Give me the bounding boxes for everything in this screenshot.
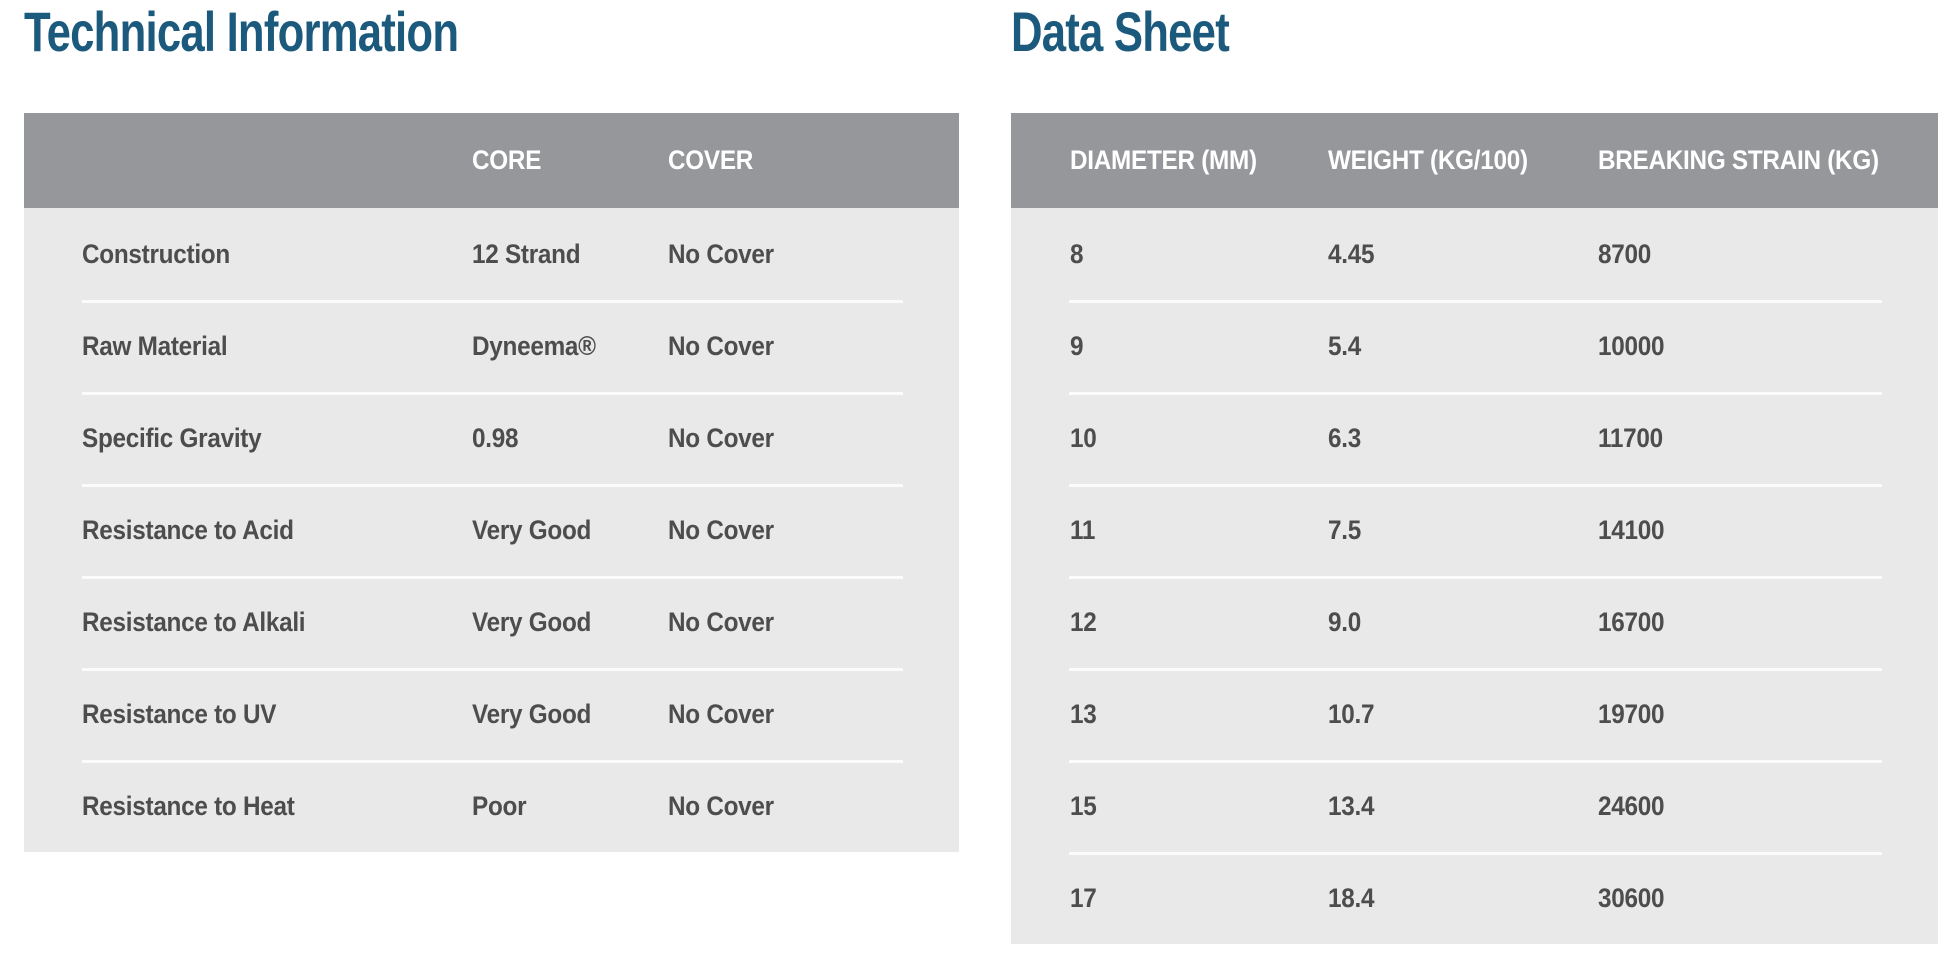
data-sheet-table: DIAMETER (MM) WEIGHT (KG/100) BREAKING S… (1011, 113, 1938, 944)
header-cell-weight: WEIGHT (KG/100) (1328, 145, 1528, 175)
property-label-cell: Resistance to Acid (82, 514, 294, 545)
property-label-cell: Resistance to Alkali (82, 606, 306, 637)
cover-value-cell: No Cover (668, 422, 774, 453)
technical-information-title: Technical Information (24, 0, 459, 63)
breaking-strain-cell: 11700 (1598, 422, 1663, 453)
cover-value-cell: No Cover (668, 238, 774, 269)
diameter-cell: 15 (1070, 790, 1097, 821)
header-cell-cover: COVER (668, 145, 754, 175)
table-row: 10 6.3 11700 (1011, 392, 1938, 484)
table-row: 9 5.4 10000 (1011, 300, 1938, 392)
core-value-cell: Poor (472, 790, 527, 821)
property-label-cell: Specific Gravity (82, 422, 262, 453)
table-row: 15 13.4 24600 (1011, 760, 1938, 852)
diameter-cell: 17 (1070, 882, 1097, 913)
table-row: 11 7.5 14100 (1011, 484, 1938, 576)
diameter-cell: 8 (1070, 238, 1084, 269)
breaking-strain-cell: 19700 (1598, 698, 1665, 729)
table-row: Resistance to Acid Very Good No Cover (24, 484, 959, 576)
table-row: Specific Gravity 0.98 No Cover (24, 392, 959, 484)
table-row: 8 4.45 8700 (1011, 208, 1938, 300)
table-row: Resistance to UV Very Good No Cover (24, 668, 959, 760)
core-value-cell: 12 Strand (472, 238, 581, 269)
technical-information-table: CORE COVER Construction 12 Strand No Cov… (24, 113, 959, 852)
property-label-cell: Construction (82, 238, 230, 269)
weight-cell: 7.5 (1328, 514, 1361, 545)
breaking-strain-cell: 10000 (1598, 330, 1665, 361)
cover-value-cell: No Cover (668, 330, 774, 361)
property-label-cell: Resistance to Heat (82, 790, 295, 821)
cover-value-cell: No Cover (668, 606, 774, 637)
weight-cell: 4.45 (1328, 238, 1375, 269)
table-row: 17 18.4 30600 (1011, 852, 1938, 944)
breaking-strain-cell: 14100 (1598, 514, 1665, 545)
data-sheet-title: Data Sheet (1011, 0, 1230, 63)
technical-information-section: Technical Information CORE COVER Constru… (24, 0, 959, 975)
diameter-cell: 13 (1070, 698, 1097, 729)
breaking-strain-cell: 16700 (1598, 606, 1665, 637)
weight-cell: 18.4 (1328, 882, 1375, 913)
property-label-cell: Raw Material (82, 330, 228, 361)
breaking-strain-cell: 24600 (1598, 790, 1665, 821)
core-value-cell: Very Good (472, 514, 592, 545)
diameter-cell: 10 (1070, 422, 1097, 453)
table-header: CORE COVER (24, 113, 959, 208)
breaking-strain-cell: 30600 (1598, 882, 1665, 913)
header-cell-breaking-strain: BREAKING STRAIN (KG) (1598, 145, 1879, 175)
diameter-cell: 12 (1070, 606, 1097, 637)
header-cell-core: CORE (472, 145, 542, 175)
table-row: Resistance to Heat Poor No Cover (24, 760, 959, 852)
diameter-cell: 11 (1070, 514, 1096, 545)
core-value-cell: 0.98 (472, 422, 519, 453)
cover-value-cell: No Cover (668, 514, 774, 545)
data-sheet-section: Data Sheet DIAMETER (MM) WEIGHT (KG/100)… (1011, 0, 1938, 975)
table-row: 12 9.0 16700 (1011, 576, 1938, 668)
cover-value-cell: No Cover (668, 790, 774, 821)
table-row: Construction 12 Strand No Cover (24, 208, 959, 300)
weight-cell: 5.4 (1328, 330, 1361, 361)
core-value-cell: Very Good (472, 698, 592, 729)
weight-cell: 9.0 (1328, 606, 1361, 637)
table-row: Resistance to Alkali Very Good No Cover (24, 576, 959, 668)
header-cell-diameter: DIAMETER (MM) (1070, 145, 1257, 175)
property-label-cell: Resistance to UV (82, 698, 277, 729)
breaking-strain-cell: 8700 (1598, 238, 1651, 269)
weight-cell: 13.4 (1328, 790, 1375, 821)
cover-value-cell: No Cover (668, 698, 774, 729)
table-row: Raw Material Dyneema® No Cover (24, 300, 959, 392)
diameter-cell: 9 (1070, 330, 1084, 361)
core-value-cell: Very Good (472, 606, 592, 637)
table-row: 13 10.7 19700 (1011, 668, 1938, 760)
table-header: DIAMETER (MM) WEIGHT (KG/100) BREAKING S… (1011, 113, 1938, 208)
core-value-cell: Dyneema® (472, 330, 596, 361)
weight-cell: 6.3 (1328, 422, 1361, 453)
weight-cell: 10.7 (1328, 698, 1375, 729)
